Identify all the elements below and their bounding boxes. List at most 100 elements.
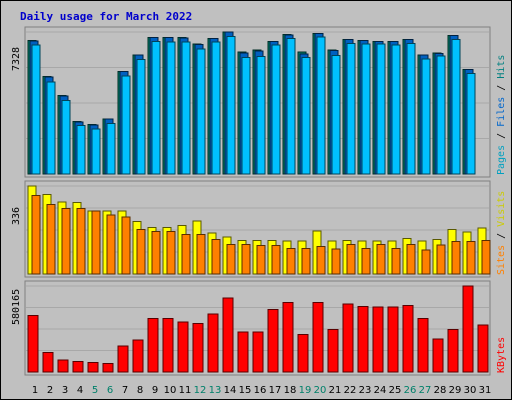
bar-sites-day-10 <box>166 231 176 275</box>
bar-sites-day-25 <box>391 247 401 275</box>
bar-pages-day-20 <box>316 36 326 175</box>
bar-kbytes-day-11 <box>177 321 189 373</box>
bar-sites-day-19 <box>301 247 311 275</box>
bar-sites-day-27 <box>421 249 431 275</box>
x-tick-label: 27 <box>419 385 432 396</box>
bar-pages-day-23 <box>361 43 371 175</box>
bar-kbytes-day-28 <box>432 338 444 373</box>
bar-kbytes-day-26 <box>402 304 414 373</box>
bar-kbytes-day-14 <box>222 297 234 373</box>
bar-sites-day-1 <box>31 194 41 275</box>
bar-pages-day-6 <box>106 123 116 175</box>
legend-part: Pages <box>496 145 507 175</box>
bar-sites-day-15 <box>241 244 251 275</box>
x-tick-label: 11 <box>179 385 192 396</box>
bar-pages-day-15 <box>241 56 251 175</box>
x-tick-label: 8 <box>137 385 143 396</box>
bar-kbytes-day-1 <box>27 315 39 373</box>
bar-sites-day-29 <box>451 241 461 275</box>
x-tick-label: 26 <box>404 385 417 396</box>
bar-sites-day-4 <box>76 208 86 275</box>
bar-pages-day-30 <box>466 72 476 175</box>
x-tick-label: 15 <box>239 385 252 396</box>
bar-sites-day-6 <box>106 214 116 275</box>
bar-kbytes-day-13 <box>207 313 219 373</box>
x-tick-label: 23 <box>359 385 372 396</box>
legend-part: / <box>496 227 507 245</box>
bar-sites-day-21 <box>331 248 341 275</box>
x-tick-label: 17 <box>269 385 282 396</box>
panel-max-label: 580165 <box>11 289 22 325</box>
x-tick-label: 18 <box>284 385 297 396</box>
x-tick-label: 28 <box>434 385 447 396</box>
bar-kbytes-day-22 <box>342 303 354 373</box>
bar-pages-day-26 <box>406 42 416 175</box>
bar-pages-day-21 <box>331 54 341 175</box>
bar-sites-day-20 <box>316 246 326 275</box>
bar-kbytes-day-6 <box>102 363 114 373</box>
bar-kbytes-day-12 <box>192 323 204 373</box>
bar-pages-day-29 <box>451 39 461 175</box>
x-tick-label: 20 <box>314 385 327 396</box>
bar-pages-day-1 <box>31 44 41 175</box>
bar-pages-day-11 <box>181 41 191 175</box>
bar-pages-day-17 <box>271 44 281 175</box>
x-tick-label: 6 <box>107 385 113 396</box>
bar-kbytes-day-24 <box>372 306 384 373</box>
x-tick-label: 19 <box>299 385 312 396</box>
bar-sites-day-12 <box>196 234 206 275</box>
x-tick-label: 2 <box>47 385 53 396</box>
x-tick-label: 3 <box>62 385 68 396</box>
legend-part: Hits <box>496 55 507 79</box>
bar-sites-day-5 <box>91 210 101 275</box>
bar-kbytes-day-5 <box>87 362 99 373</box>
bar-pages-day-14 <box>226 35 236 175</box>
panel-max-label: 7328 <box>11 47 22 71</box>
bar-sites-day-18 <box>286 247 296 275</box>
bar-sites-day-11 <box>181 234 191 275</box>
bar-kbytes-day-7 <box>117 345 129 373</box>
x-tick-label: 21 <box>329 385 342 396</box>
bar-pages-day-24 <box>376 43 386 175</box>
panel-legend: KBytes <box>496 337 507 373</box>
bar-kbytes-day-2 <box>42 351 54 373</box>
bar-kbytes-day-21 <box>327 329 339 373</box>
bar-kbytes-day-19 <box>297 333 309 373</box>
bar-kbytes-day-15 <box>237 331 249 373</box>
bar-sites-day-17 <box>271 245 281 275</box>
bar-pages-day-27 <box>421 58 431 175</box>
x-tick-label: 31 <box>479 385 492 396</box>
bar-pages-day-28 <box>436 55 446 175</box>
x-tick-label: 12 <box>194 385 207 396</box>
x-tick-label: 13 <box>209 385 222 396</box>
bar-kbytes-day-31 <box>477 324 489 373</box>
x-tick-label: 4 <box>77 385 83 396</box>
x-tick-label: 25 <box>389 385 402 396</box>
x-tick-label: 5 <box>92 385 98 396</box>
x-tick-label: 1 <box>32 385 38 396</box>
bar-sites-day-30 <box>466 241 476 275</box>
bar-pages-day-7 <box>121 75 131 175</box>
bar-kbytes-day-17 <box>267 308 279 373</box>
bar-pages-day-12 <box>196 48 206 175</box>
panel-max-label: 336 <box>11 207 22 225</box>
bar-kbytes-day-16 <box>252 331 264 373</box>
bar-kbytes-day-18 <box>282 301 294 373</box>
legend-part: Sites <box>496 245 507 275</box>
bar-sites-day-26 <box>406 244 416 275</box>
bar-pages-day-18 <box>286 38 296 175</box>
bar-kbytes-day-29 <box>447 329 459 373</box>
x-tick-label: 24 <box>374 385 387 396</box>
x-tick-label: 22 <box>344 385 357 396</box>
bar-sites-day-28 <box>436 244 446 275</box>
bar-pages-day-16 <box>256 56 266 175</box>
panel-legend: Sites / Visits <box>496 191 507 275</box>
x-tick-label: 29 <box>449 385 462 396</box>
bar-kbytes-day-30 <box>462 285 474 373</box>
bar-pages-day-8 <box>136 59 146 175</box>
bar-pages-day-10 <box>166 41 176 175</box>
bar-sites-day-2 <box>46 203 56 275</box>
x-tick-label: 30 <box>464 385 477 396</box>
bar-sites-day-3 <box>61 208 71 275</box>
